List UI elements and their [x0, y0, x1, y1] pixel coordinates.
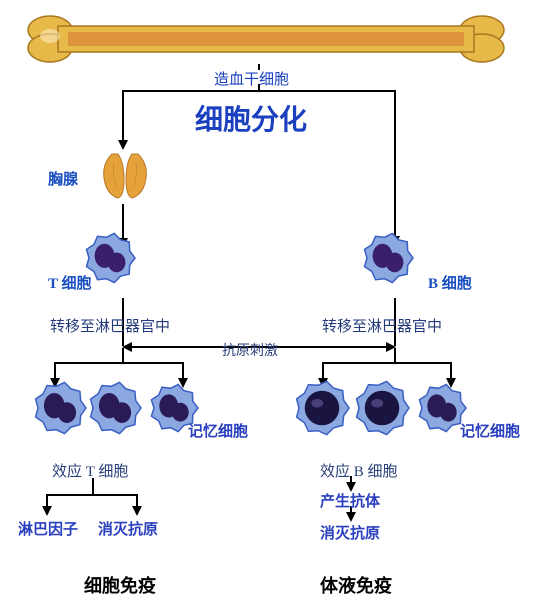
cell-ml	[149, 383, 199, 433]
cell-eb1	[294, 380, 350, 436]
line-left-v	[122, 90, 124, 142]
label-transfer_l: 转移至淋巴器官中	[50, 315, 170, 336]
label-humoral: 体液免疫	[320, 572, 392, 598]
label-memory_r: 记忆细胞	[460, 420, 520, 441]
label-antibody: 产生抗体	[320, 490, 380, 511]
cell-t	[84, 232, 136, 284]
label-thymus: 胸腺	[48, 168, 78, 189]
label-bcell: B 细胞	[428, 272, 472, 293]
title: 细胞分化	[195, 98, 307, 138]
cell-et1	[33, 381, 87, 435]
line-right-v	[394, 90, 396, 238]
arrow-et-b1	[42, 506, 52, 516]
line-l-branch-h	[54, 362, 184, 364]
label-antigen: 抗原刺激	[222, 340, 278, 360]
arrow-to-thymus	[118, 140, 128, 150]
arrow-eb-2	[346, 512, 356, 522]
arrow-et-b2	[132, 506, 142, 516]
line-et-h	[46, 494, 138, 496]
line-r-branch-v	[394, 348, 396, 362]
label-lymphokine: 淋巴因子	[18, 518, 78, 539]
line-r-branch-h	[322, 362, 452, 364]
cell-b	[362, 232, 414, 284]
cell-mr	[417, 383, 467, 433]
label-transfer_r: 转移至淋巴器官中	[322, 315, 442, 336]
label-cellular: 细胞免疫	[84, 572, 156, 598]
line-l-branch-v	[122, 348, 124, 362]
cell-eb2	[354, 380, 410, 436]
label-destroy_r: 消灭抗原	[320, 522, 380, 543]
label-eff_t: 效应 T 细胞	[52, 460, 128, 481]
cell-et2	[88, 381, 142, 435]
bone-graphic	[22, 12, 510, 64]
thymus-graphic	[94, 150, 156, 202]
label-stem: 造血干细胞	[214, 68, 289, 89]
label-eff_b: 效应 B 细胞	[320, 460, 398, 481]
label-destroy_l: 消灭抗原	[98, 518, 158, 539]
